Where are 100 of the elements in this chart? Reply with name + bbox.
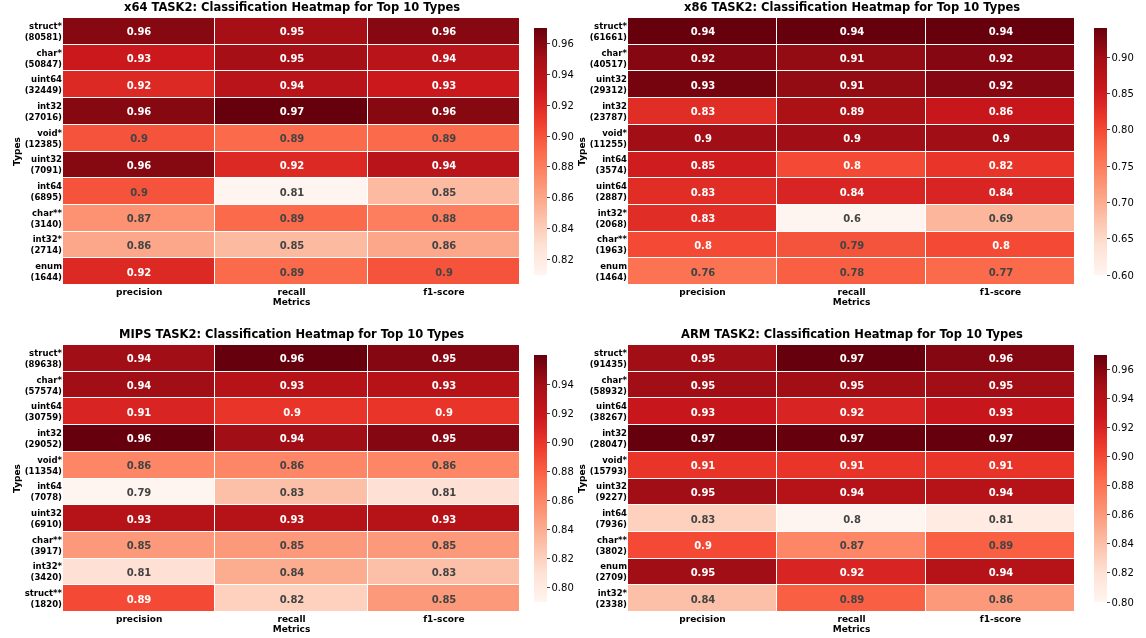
- data-label: 0.89: [839, 105, 865, 117]
- data-label: 0.92: [279, 159, 305, 171]
- data-label: 0.81: [279, 186, 305, 198]
- data-label: 0.92: [690, 52, 716, 64]
- color-bar-label: 0.88: [551, 161, 574, 173]
- color-bar-label: 0.75: [1111, 160, 1134, 172]
- color-bar-label: 0.82: [551, 254, 574, 266]
- data-label: 0.93: [431, 379, 457, 391]
- data-label: 0.92: [126, 79, 152, 91]
- data-label: 0.85: [126, 539, 152, 551]
- data-label: 0.81: [126, 566, 152, 578]
- data-label: 0.85: [279, 239, 305, 251]
- data-label: 0.94: [431, 52, 457, 64]
- y-tick-label: char** (3140): [30, 207, 63, 229]
- color-bar-label: 0.84: [551, 523, 574, 535]
- data-label: 0.9: [435, 266, 453, 278]
- y-tick-label: char** (3917): [30, 534, 63, 556]
- y-tick-label: uint64 (38267): [589, 401, 628, 423]
- color-bar-label: 0.86: [1111, 509, 1134, 521]
- y-tick-label: int32 (29052): [24, 427, 63, 449]
- data-label: 0.84: [690, 593, 716, 605]
- data-label: 0.86: [988, 593, 1014, 605]
- y-tick-label: uint64 (30759): [24, 401, 63, 423]
- data-label: 0.9: [435, 406, 453, 418]
- y-tick-label: char* (58932): [589, 374, 628, 396]
- data-label: 0.94: [279, 432, 305, 444]
- y-tick-label: int64 (6895): [30, 181, 63, 203]
- data-label: 0.97: [839, 352, 865, 364]
- data-label: 0.89: [431, 132, 457, 144]
- color-bar-label: 0.80: [551, 581, 574, 593]
- data-label: 0.9: [130, 132, 148, 144]
- data-label: 0.84: [279, 566, 305, 578]
- y-tick-label: int64 (7936): [595, 508, 628, 530]
- data-label: 0.83: [690, 212, 716, 224]
- x-tick-label: f1-score: [423, 614, 465, 624]
- data-label: 0.95: [279, 52, 305, 64]
- y-tick-label: uint64 (32449): [24, 74, 63, 96]
- data-label: 0.6: [843, 212, 861, 224]
- data-label: 0.85: [279, 539, 305, 551]
- y-axis-title: Types: [12, 137, 23, 166]
- color-bar-label: 0.94: [551, 68, 574, 80]
- data-label: 0.86: [988, 105, 1014, 117]
- data-label: 0.95: [690, 486, 716, 498]
- x-tick-label: f1-score: [423, 287, 465, 297]
- y-tick-label: uint32 (7091): [30, 154, 63, 176]
- y-tick-label: enum (1644): [30, 261, 63, 283]
- data-label: 0.95: [431, 352, 457, 364]
- y-tick-label: struct* (91435): [589, 347, 628, 369]
- data-label: 0.89: [839, 593, 865, 605]
- data-label: 0.87: [839, 539, 865, 551]
- data-label: 0.8: [694, 239, 712, 251]
- x-axis-title: Metrics: [272, 297, 311, 307]
- color-bar-label: 0.90: [551, 436, 574, 448]
- data-label: 0.94: [988, 25, 1014, 37]
- data-label: 0.94: [690, 25, 716, 37]
- data-label: 0.9: [130, 186, 148, 198]
- data-label: 0.97: [839, 432, 865, 444]
- data-label: 0.94: [839, 25, 865, 37]
- x-tick-label: recall: [837, 287, 866, 297]
- color-bar-label: 0.94: [551, 378, 574, 390]
- data-label: 0.93: [988, 406, 1014, 418]
- data-label: 0.96: [126, 159, 152, 171]
- data-label: 0.95: [690, 379, 716, 391]
- y-tick-label: char** (1963): [595, 234, 628, 256]
- data-label: 0.91: [126, 406, 152, 418]
- data-label: 0.94: [988, 566, 1014, 578]
- data-label: 0.94: [988, 486, 1014, 498]
- data-label: 0.89: [279, 212, 305, 224]
- data-label: 0.87: [126, 212, 152, 224]
- data-label: 0.82: [279, 593, 305, 605]
- data-label: 0.85: [690, 159, 716, 171]
- data-label: 0.91: [839, 52, 865, 64]
- color-bar-label: 0.92: [551, 99, 574, 111]
- y-tick-label: int64 (3574): [595, 154, 628, 176]
- color-bar-label: 0.94: [1111, 393, 1134, 405]
- data-label: 0.97: [690, 432, 716, 444]
- color-bar-label: 0.86: [551, 192, 574, 204]
- data-label: 0.77: [988, 266, 1014, 278]
- data-label: 0.96: [279, 352, 305, 364]
- data-label: 0.89: [988, 539, 1014, 551]
- data-label: 0.79: [126, 486, 152, 498]
- y-axis-title: Types: [577, 464, 588, 493]
- x-axis-title: Metrics: [832, 297, 871, 307]
- data-label: 0.93: [431, 513, 457, 525]
- data-label: 0.8: [992, 239, 1010, 251]
- data-label: 0.8: [843, 159, 861, 171]
- data-label: 0.96: [431, 105, 457, 117]
- data-label: 0.9: [283, 406, 301, 418]
- data-label: 0.86: [279, 459, 305, 471]
- y-tick-label: int32* (2338): [595, 588, 628, 610]
- data-label: 0.92: [839, 566, 865, 578]
- y-tick-label: enum (2709): [595, 561, 628, 583]
- color-bar-label: 0.90: [1111, 451, 1134, 463]
- data-label: 0.94: [126, 352, 152, 364]
- color-bar-label: 0.86: [551, 494, 574, 506]
- x-tick-label: recall: [277, 287, 306, 297]
- y-tick-label: int32* (2068): [595, 207, 628, 229]
- data-label: 0.96: [988, 352, 1014, 364]
- data-label: 0.82: [988, 159, 1014, 171]
- color-bar-label: 0.84: [551, 223, 574, 235]
